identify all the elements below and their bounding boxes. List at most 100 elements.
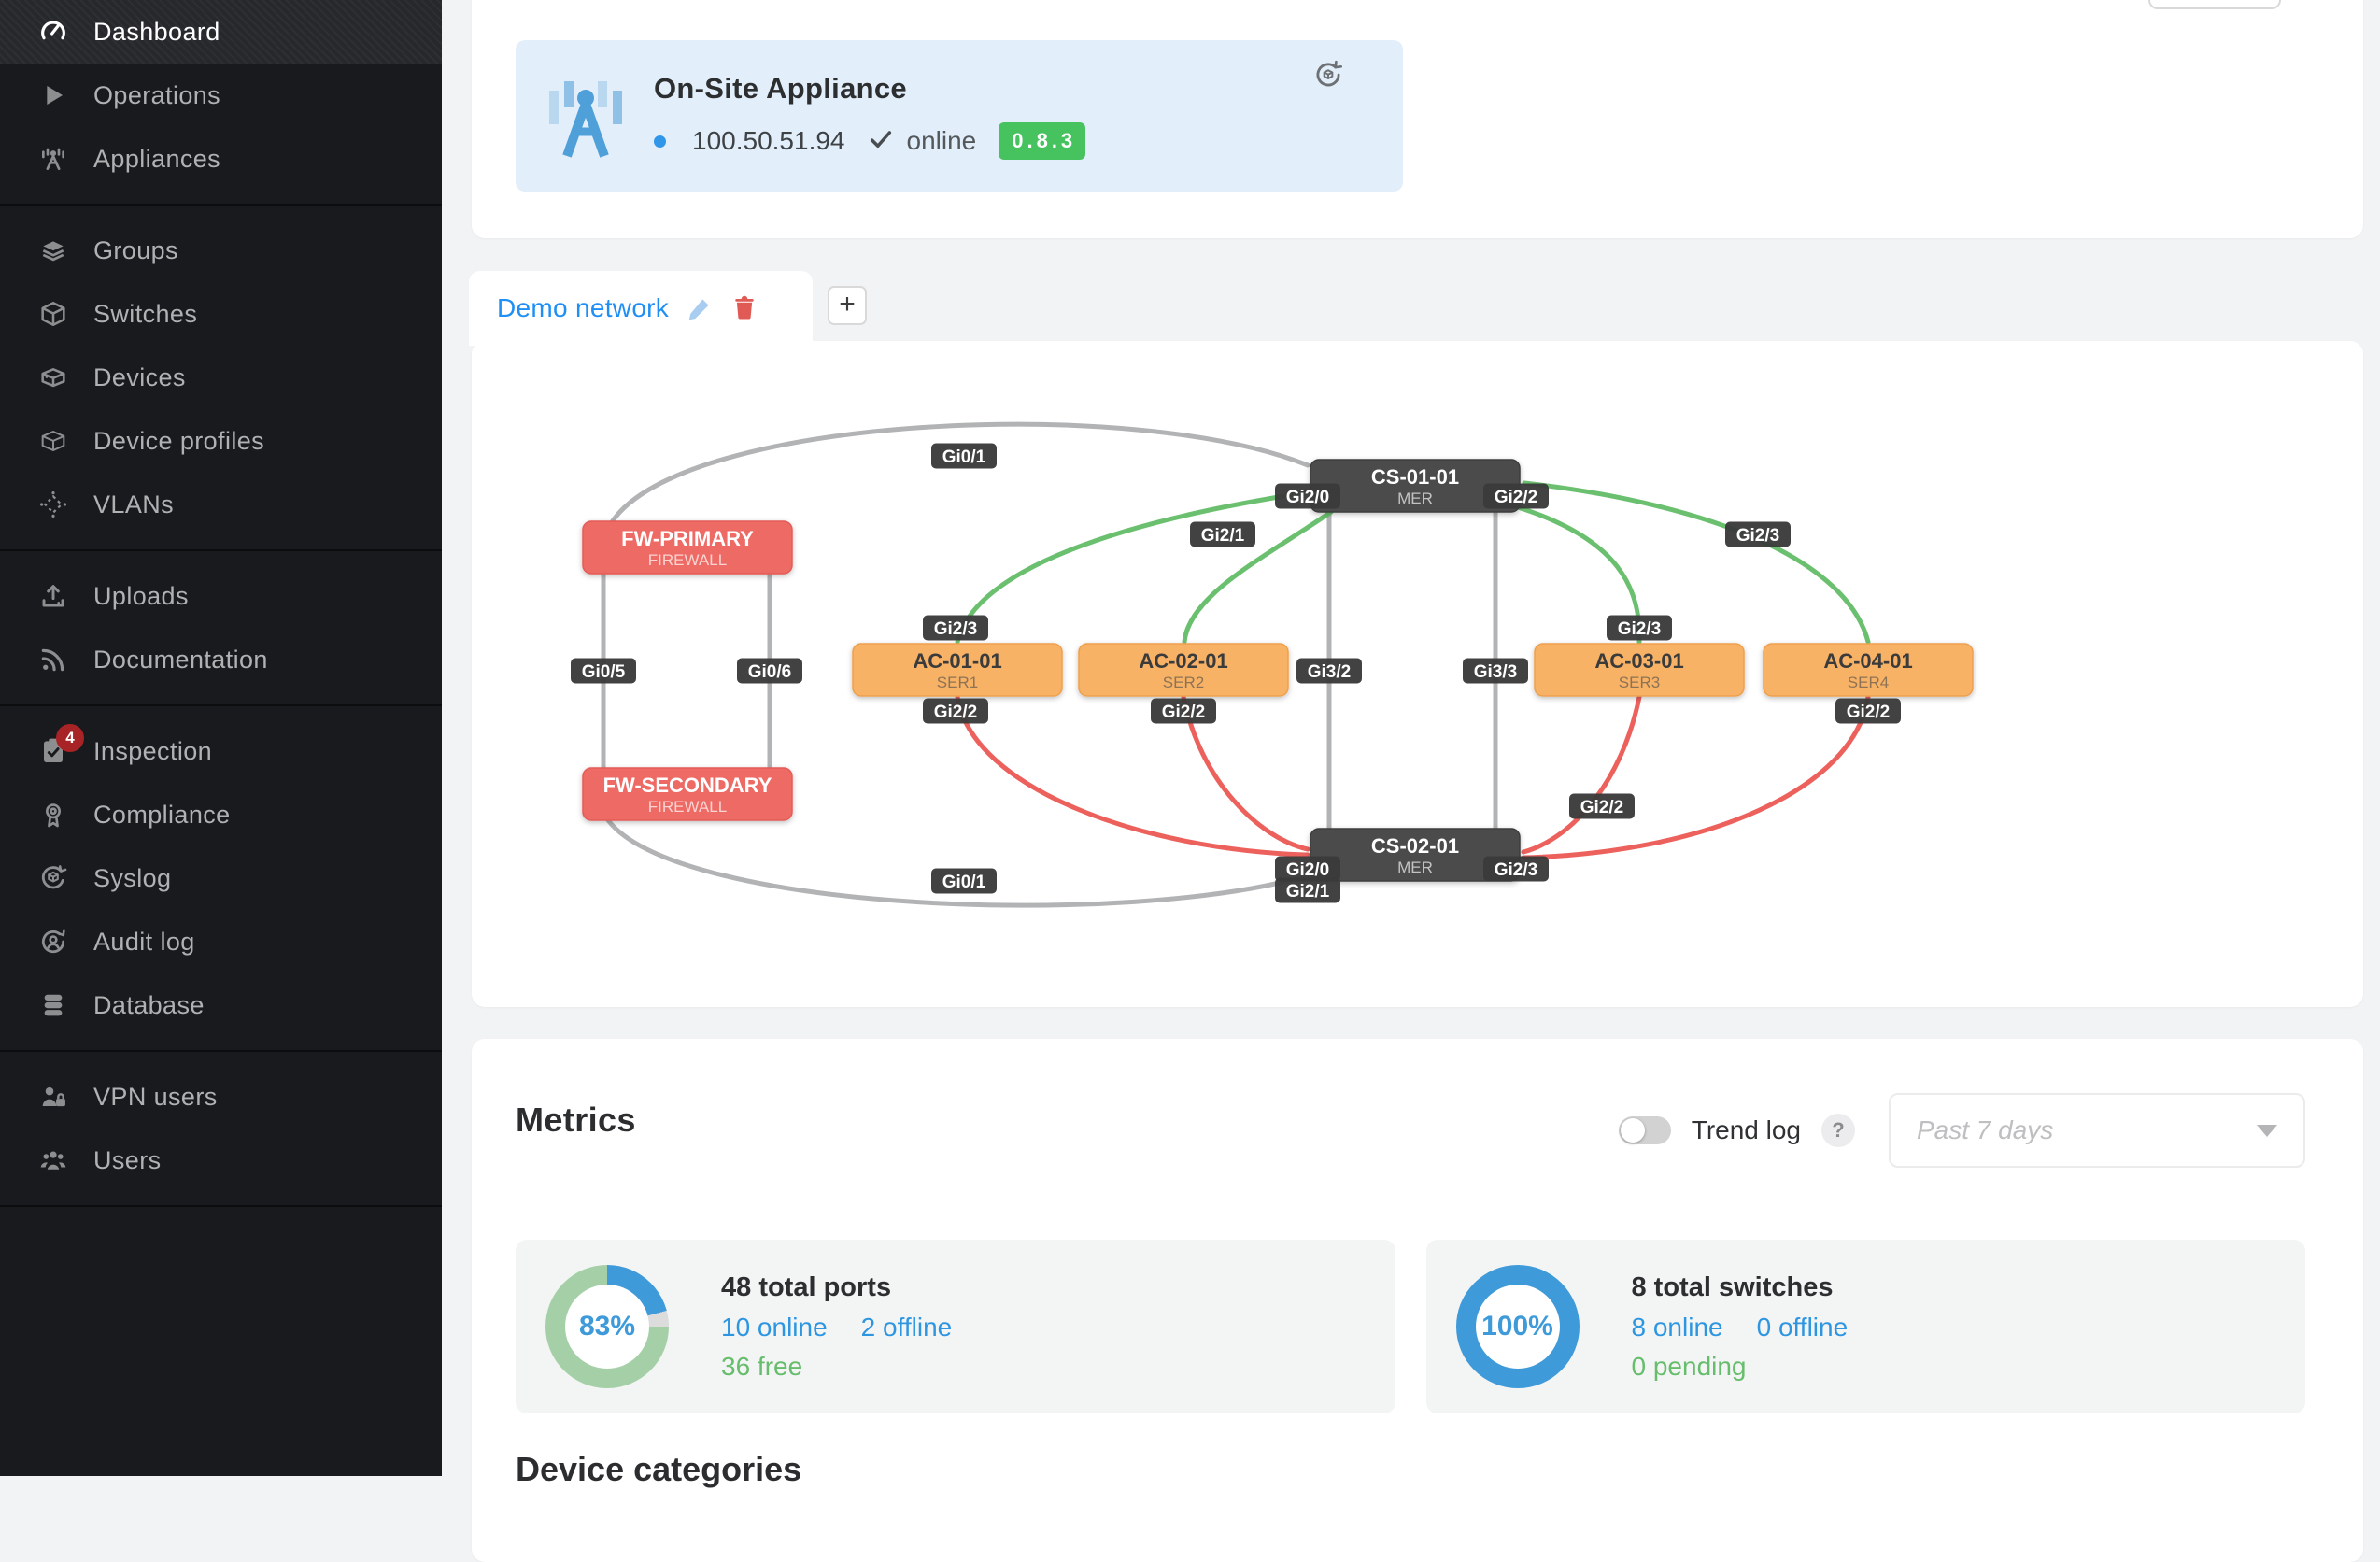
sidebar-item-operations[interactable]: Operations	[0, 64, 442, 127]
svg-text:CS-02-01: CS-02-01	[1371, 834, 1459, 858]
help-icon[interactable]: ?	[1821, 1114, 1855, 1147]
appliance-card[interactable]: On-Site Appliance 100.50.51.94 online 0.…	[516, 40, 1403, 192]
partial-top-button[interactable]	[2148, 0, 2281, 9]
port-label: Gi3/2	[1296, 658, 1362, 684]
svg-text:Gi2/2: Gi2/2	[1495, 488, 1537, 507]
link-ac-03-01-cs-02-01	[1521, 694, 1642, 855]
svg-text:FIREWALL: FIREWALL	[648, 551, 727, 569]
port-label: Gi2/1	[1190, 521, 1255, 547]
sidebar-item-vpn-users[interactable]: VPN users	[0, 1065, 442, 1129]
sidebar-item-groups[interactable]: Groups	[0, 219, 442, 282]
sidebar-item-devices[interactable]: Devices	[0, 346, 442, 409]
donut-hole: 83%	[565, 1285, 649, 1369]
device-categories-title: Device categories	[516, 1450, 802, 1488]
sidebar-item-label: Uploads	[93, 581, 189, 610]
sidebar-item-syslog[interactable]: Syslog	[0, 846, 442, 910]
svg-text:Gi3/2: Gi3/2	[1308, 662, 1351, 682]
port-label: Gi2/2	[1835, 698, 1901, 724]
metric-stat: 10 online	[721, 1312, 828, 1342]
status-dot	[654, 135, 666, 148]
sidebar-item-vlans[interactable]: VLANs	[0, 473, 442, 536]
sidebar-item-inspection[interactable]: 4 Inspection	[0, 719, 442, 783]
donut-chart-ports: 83%	[545, 1265, 669, 1388]
sidebar-section: 4 Inspection Compliance Syslog Audit log Data…	[0, 706, 442, 1052]
sidebar-item-label: Inspection	[93, 736, 213, 765]
sidebar-item-label: VPN users	[93, 1082, 218, 1111]
port-label: Gi0/1	[931, 443, 997, 469]
date-range-select[interactable]: Past 7 days	[1889, 1093, 2305, 1168]
sidebar-item-compliance[interactable]: Compliance	[0, 783, 442, 846]
user-lock-icon	[37, 1081, 69, 1113]
appliance-panel: On-Site Appliance 100.50.51.94 online 0.…	[472, 0, 2363, 238]
sidebar-item-users[interactable]: Users	[0, 1129, 442, 1192]
svg-text:Gi2/1: Gi2/1	[1286, 882, 1330, 902]
tab-label: Demo network	[497, 293, 670, 322]
metrics-title: Metrics	[516, 1100, 636, 1139]
metric-stat: 2 offline	[860, 1312, 953, 1342]
sidebar-item-label: Database	[93, 990, 205, 1019]
svg-text:Gi0/1: Gi0/1	[942, 447, 986, 467]
metric-stat: 0 offline	[1756, 1312, 1849, 1342]
donut-percent: 83%	[578, 1311, 636, 1342]
donut-percent: 100%	[1481, 1311, 1553, 1342]
svg-text:AC-02-01: AC-02-01	[1139, 649, 1227, 673]
svg-text:SER1: SER1	[937, 674, 978, 691]
link-cs-01-01-ac-01-01	[955, 490, 1310, 645]
antenna-appliance-icon	[544, 74, 628, 158]
svg-text:SER2: SER2	[1163, 674, 1204, 691]
svg-text:AC-04-01: AC-04-01	[1823, 649, 1912, 673]
port-label: Gi2/3	[1607, 615, 1672, 641]
svg-text:Gi0/1: Gi0/1	[942, 873, 986, 892]
svg-text:Gi0/5: Gi0/5	[582, 662, 626, 682]
sidebar-item-label: Device profiles	[93, 426, 265, 455]
tab-demo-network[interactable]: Demo network	[469, 271, 813, 346]
port-label: Gi2/3	[1725, 521, 1791, 547]
svg-text:FIREWALL: FIREWALL	[648, 798, 727, 816]
sidebar-item-switches[interactable]: Switches	[0, 282, 442, 346]
donut-hole: 100%	[1475, 1285, 1560, 1369]
vlan-icon	[37, 489, 69, 520]
sidebar-item-audit-log[interactable]: Audit log	[0, 910, 442, 973]
refresh-icon[interactable]	[1311, 58, 1345, 92]
metric-stat: 0 pending	[1631, 1351, 1747, 1381]
sidebar-item-dashboard[interactable]: Dashboard	[0, 0, 442, 64]
svg-text:Gi2/2: Gi2/2	[934, 703, 977, 722]
trend-log-toggle[interactable]	[1618, 1116, 1671, 1144]
svg-text:MER: MER	[1397, 490, 1433, 507]
metric-card-ports: 83% 48 total ports 10 online 2 offline 36 fr…	[516, 1240, 1395, 1413]
appliance-ip: 100.50.51.94	[692, 126, 845, 155]
add-network-button[interactable]: +	[828, 286, 867, 325]
svg-text:FW-PRIMARY: FW-PRIMARY	[621, 527, 754, 550]
edit-pencil-icon[interactable]	[686, 294, 714, 322]
trend-log-label: Trend log	[1691, 1115, 1801, 1144]
sidebar-item-device-profiles[interactable]: Device profiles	[0, 409, 442, 473]
metric-stat: 36 free	[721, 1351, 803, 1381]
sidebar-item-uploads[interactable]: Uploads	[0, 564, 442, 628]
sidebar-item-database[interactable]: Database	[0, 973, 442, 1037]
svg-text:Gi2/3: Gi2/3	[934, 619, 977, 639]
appliance-status: online	[906, 126, 977, 155]
sidebar-section: Uploads Documentation	[0, 551, 442, 706]
svg-text:Gi2/1: Gi2/1	[1201, 526, 1245, 546]
svg-text:Gi3/3: Gi3/3	[1474, 662, 1517, 682]
svg-text:Gi0/6: Gi0/6	[748, 662, 791, 682]
donut-chart-switches: 100%	[1455, 1265, 1580, 1388]
delete-trash-icon[interactable]	[730, 294, 758, 322]
sidebar-item-appliances[interactable]: Appliances	[0, 127, 442, 191]
sidebar: Dashboard Operations Appliances Groups Switc…	[0, 0, 442, 1476]
stack-icon	[37, 234, 69, 266]
port-label: Gi2/2	[1483, 483, 1549, 509]
metric-card-title: 48 total ports	[721, 1271, 892, 1302]
sidebar-item-documentation[interactable]: Documentation	[0, 628, 442, 691]
link-ac-04-01-cs-02-01	[1521, 694, 1871, 860]
sidebar-nav: Dashboard Operations Appliances Groups Switc…	[0, 0, 442, 1207]
svg-text:AC-03-01: AC-03-01	[1594, 649, 1683, 673]
